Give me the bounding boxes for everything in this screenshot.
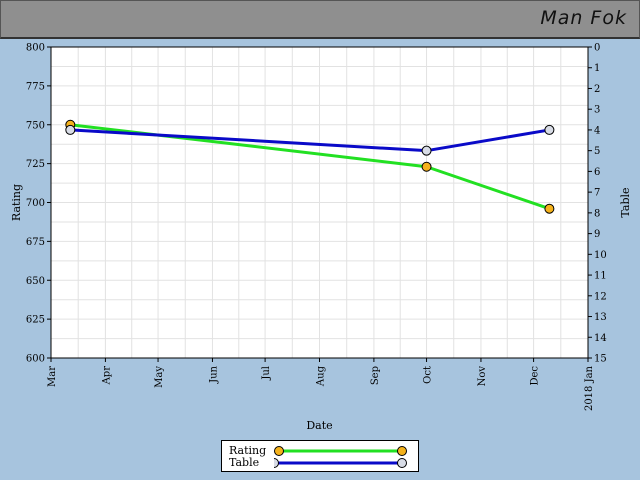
x-tick-label: Sep: [370, 366, 381, 385]
y2-tick-label: 4: [594, 125, 600, 136]
legend-item-table: Table: [222, 456, 418, 470]
y-tick-label: 725: [26, 159, 45, 170]
x-axis-title: Date: [306, 419, 332, 432]
y2-tick-label: 9: [594, 229, 600, 240]
y-tick-label: 700: [26, 198, 45, 209]
data-point-table: [65, 124, 76, 135]
x-tick-label: May: [154, 366, 165, 388]
legend-label-rating: Rating: [229, 444, 267, 457]
legend-swatch-rating: [274, 446, 407, 456]
y2-tick-label: 11: [594, 271, 607, 282]
y2-tick-label: 0: [594, 43, 600, 54]
y2-tick-label: 15: [594, 354, 607, 365]
data-point-rating: [544, 203, 555, 214]
y-tick-label: 625: [26, 315, 45, 326]
legend: Rating Table: [221, 440, 419, 472]
legend-item-rating: Rating: [222, 444, 418, 458]
x-tick-label: Apr: [101, 366, 112, 386]
y2-tick-label: 3: [594, 105, 600, 116]
data-point-table: [421, 145, 432, 156]
x-tick-label: Jun: [208, 365, 219, 383]
title-bar: Man Fok: [0, 0, 640, 39]
y2-tick-label: 12: [594, 291, 607, 302]
y2-tick-label: 2: [594, 84, 600, 95]
y2-tick-label: 8: [594, 208, 600, 219]
x-tick-label: Oct: [423, 366, 434, 384]
player-name: Man Fok: [540, 7, 627, 29]
y-tick-label: 800: [26, 43, 45, 54]
y-tick-label: 675: [26, 237, 45, 248]
x-tick-label: Mar: [47, 366, 58, 387]
legend-label-table: Table: [229, 456, 260, 469]
y2-tick-label: 14: [594, 333, 607, 344]
legend-swatch-table: [274, 458, 407, 468]
y-tick-label: 650: [26, 276, 45, 287]
data-point-rating: [421, 161, 432, 172]
y2-tick-label: 7: [594, 188, 600, 199]
y2-axis-title: Table: [619, 187, 632, 217]
y-tick-label: 750: [26, 120, 45, 131]
y2-tick-label: 10: [594, 250, 607, 261]
y-tick-label: 600: [26, 354, 45, 365]
x-tick-label: Jul: [261, 366, 272, 381]
x-tick-label: 2018 Jan: [584, 365, 595, 411]
y2-tick-label: 13: [594, 312, 607, 323]
y2-tick-label: 1: [594, 63, 600, 74]
data-point-table: [544, 124, 555, 135]
x-tick-label: Dec: [530, 366, 541, 386]
y2-tick-label: 6: [594, 167, 600, 178]
y2-tick-label: 5: [594, 146, 600, 157]
y-tick-label: 775: [26, 81, 45, 92]
x-tick-label: Aug: [316, 365, 327, 387]
y-axis-title: Rating: [10, 184, 23, 221]
x-tick-label: Nov: [477, 366, 488, 387]
